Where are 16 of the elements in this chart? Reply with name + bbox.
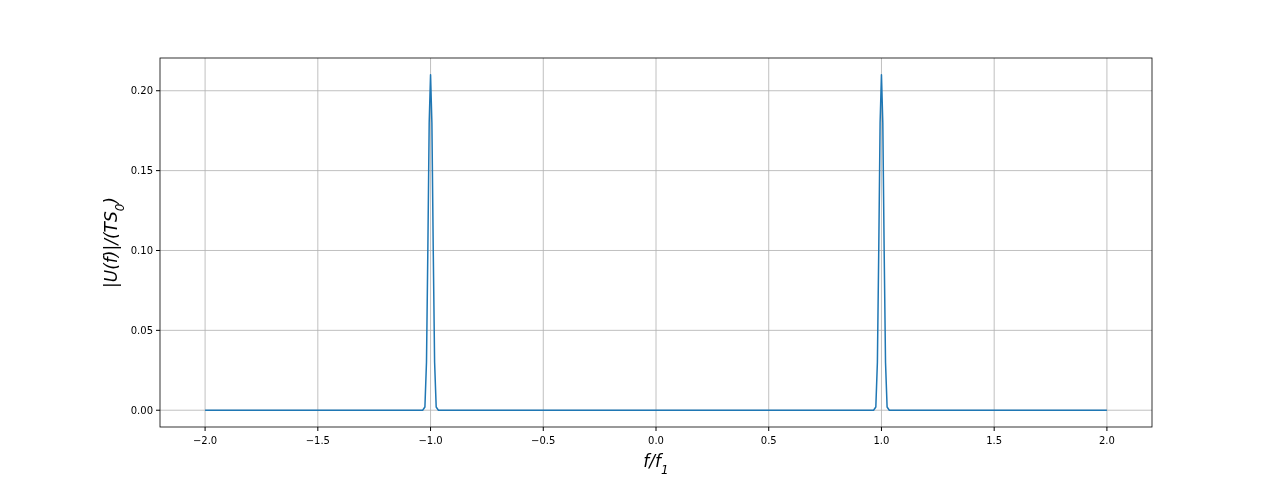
x-tick-label: 1.0 bbox=[873, 435, 890, 446]
x-tick-label: −1.5 bbox=[305, 435, 330, 446]
x-tick-label: −1.0 bbox=[418, 435, 443, 446]
y-tick-label: 0.00 bbox=[130, 404, 153, 416]
y-tick-label: 0.05 bbox=[130, 324, 153, 336]
x-tick-label: 1.5 bbox=[986, 435, 1003, 446]
y-tick-label: 0.10 bbox=[130, 244, 153, 256]
x-tick-label: 0.0 bbox=[648, 435, 664, 446]
y-tick-label: 0.15 bbox=[130, 165, 153, 177]
x-tick-label: −0.5 bbox=[531, 435, 556, 446]
x-axis-title: f/f$_{1}$ bbox=[643, 451, 669, 477]
line-series bbox=[204, 74, 1108, 411]
x-tick-label: 2.0 bbox=[1098, 435, 1115, 446]
y-tick-label: 0.20 bbox=[130, 85, 153, 97]
x-tick-label: 0.5 bbox=[760, 435, 777, 446]
x-tick-label: −2.0 bbox=[192, 435, 218, 446]
